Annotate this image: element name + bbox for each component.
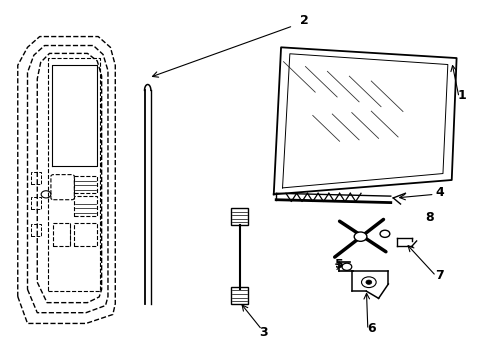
Bar bbox=[53, 223, 70, 246]
Bar bbox=[74, 176, 97, 193]
Text: 4: 4 bbox=[434, 186, 443, 199]
Text: 8: 8 bbox=[425, 211, 433, 224]
Text: 6: 6 bbox=[366, 322, 375, 335]
Bar bbox=[31, 224, 41, 235]
Text: 2: 2 bbox=[299, 14, 308, 27]
Circle shape bbox=[353, 232, 366, 241]
Bar bbox=[230, 208, 248, 225]
Text: 5: 5 bbox=[334, 258, 343, 271]
Circle shape bbox=[379, 230, 389, 237]
Circle shape bbox=[365, 280, 371, 284]
Text: 1: 1 bbox=[456, 89, 465, 102]
Bar bbox=[74, 223, 97, 246]
Bar bbox=[74, 196, 97, 216]
Text: 3: 3 bbox=[258, 326, 267, 339]
Bar bbox=[31, 197, 41, 209]
Bar bbox=[230, 287, 248, 304]
Bar bbox=[31, 172, 41, 184]
Text: 7: 7 bbox=[434, 269, 443, 282]
